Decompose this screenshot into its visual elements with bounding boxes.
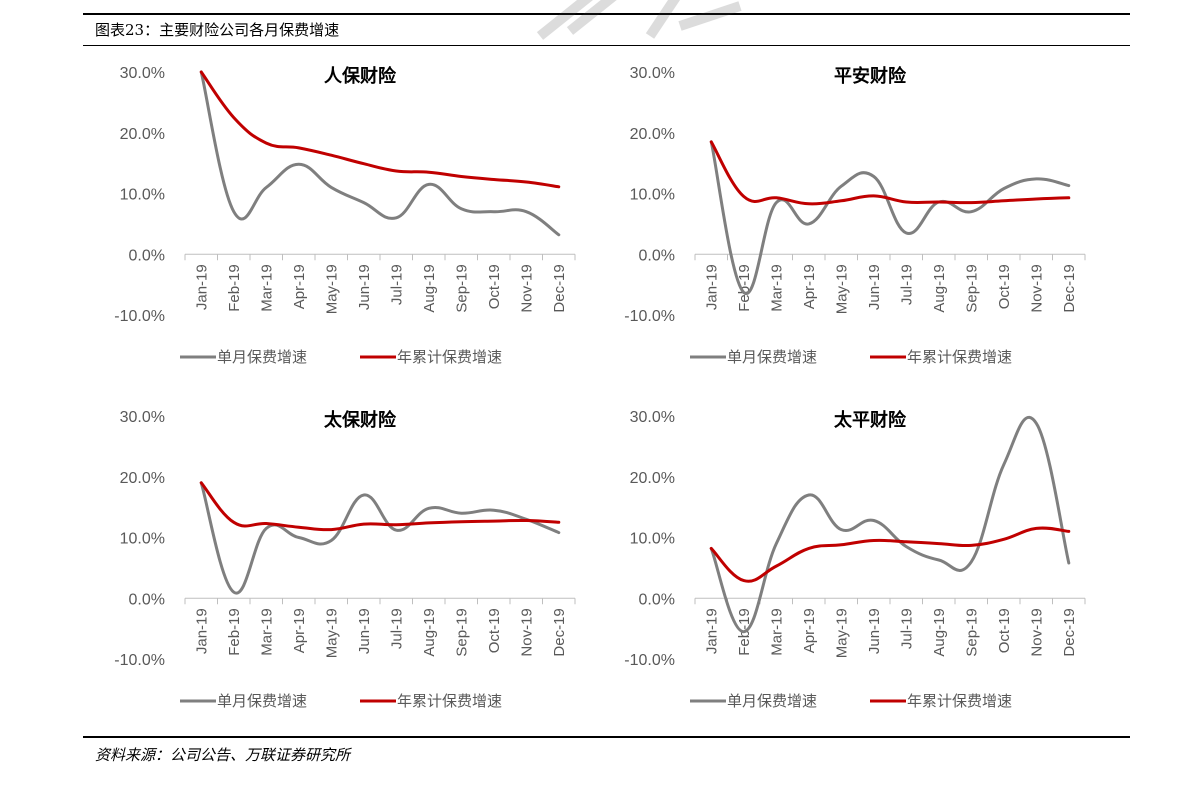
x-tick-label: Feb-19 [736, 264, 753, 312]
x-tick-label: Jan-19 [193, 264, 210, 310]
x-tick-label: Jun-19 [356, 264, 373, 310]
chart-taibao: 太保财险 30.0% 20.0% 10.0% 0.0% -10.0% Jan-19 Feb-1… [114, 409, 576, 710]
x-tick-label: Sep-19 [963, 608, 980, 656]
y-tick-label: 10.0% [120, 531, 165, 548]
x-tick-label: May-19 [833, 264, 850, 314]
x-tick-label: Apr-19 [291, 264, 308, 309]
y-tick-label: -10.0% [624, 652, 675, 669]
y-tick-label: 20.0% [120, 126, 165, 143]
x-tick-label: Jun-19 [356, 608, 373, 654]
legend-label: 单月保费增速 [217, 692, 307, 710]
x-tick-label: Mar-19 [258, 608, 275, 656]
x-tick-label: Jul-19 [388, 264, 405, 305]
x-tick-label: Feb-19 [226, 264, 243, 312]
x-tick-label: Jan-19 [703, 608, 720, 654]
legend-label: 年累计保费增速 [907, 348, 1012, 366]
y-tick-label: 0.0% [639, 247, 675, 264]
x-tick-label: Apr-19 [291, 608, 308, 653]
x-tick-label: Dec-19 [551, 608, 568, 656]
y-tick-label: 20.0% [630, 126, 675, 143]
x-tick-label: Oct-19 [486, 608, 503, 653]
series-line-2 [709, 526, 1071, 583]
x-tick-label: Sep-19 [453, 608, 470, 656]
legend-label: 年累计保费增速 [907, 692, 1012, 710]
y-tick-label: 0.0% [129, 247, 165, 264]
y-tick-label: 10.0% [120, 187, 165, 204]
x-tick-label: Jun-19 [866, 608, 883, 654]
x-tick-label: Jan-19 [193, 608, 210, 654]
x-tick-label: Sep-19 [963, 264, 980, 312]
y-tick-label: 10.0% [630, 531, 675, 548]
legend-label: 单月保费增速 [217, 348, 307, 366]
x-tick-label: May-19 [323, 608, 340, 658]
series-line-1 [709, 140, 1071, 296]
y-tick-label: 0.0% [639, 591, 675, 608]
top-rule [83, 13, 1130, 15]
y-tick-label: -10.0% [114, 652, 165, 669]
x-tick-label: Mar-19 [768, 608, 785, 656]
x-tick-label: Dec-19 [1061, 608, 1078, 656]
x-tick-label: Aug-19 [421, 264, 438, 312]
chart-title: 太保财险 [324, 409, 397, 431]
series-line-1 [199, 481, 561, 595]
series-line-1 [199, 70, 561, 237]
x-tick-label: Oct-19 [996, 608, 1013, 653]
legend-label: 单月保费增速 [727, 348, 817, 366]
series-line-2 [199, 70, 561, 189]
chart-title: 太平财险 [834, 409, 907, 431]
x-tick-label: Nov-19 [1028, 264, 1045, 312]
x-tick-label: Mar-19 [258, 264, 275, 312]
chart-title: 平安财险 [834, 65, 907, 87]
y-tick-label: -10.0% [114, 308, 165, 325]
series-line-2 [709, 140, 1071, 206]
chart-title: 人保财险 [324, 65, 397, 87]
x-tick-label: Aug-19 [931, 608, 948, 656]
y-tick-label: -10.0% [624, 308, 675, 325]
y-tick-label: 30.0% [120, 65, 165, 82]
x-tick-label: Apr-19 [801, 608, 818, 653]
x-tick-label: Nov-19 [518, 608, 535, 656]
x-tick-label: Oct-19 [996, 264, 1013, 309]
x-tick-label: Oct-19 [486, 264, 503, 309]
watermark [536, 0, 742, 40]
legend-label: 年累计保费增速 [397, 348, 502, 366]
y-tick-label: 30.0% [120, 409, 165, 426]
series-line-2 [199, 481, 561, 532]
y-tick-label: 20.0% [630, 470, 675, 487]
y-tick-label: 10.0% [630, 187, 675, 204]
y-tick-label: 30.0% [630, 65, 675, 82]
figure-title: 图表23：主要财险公司各月保费增速 [95, 21, 340, 39]
x-tick-label: Apr-19 [801, 264, 818, 309]
x-tick-label: Jul-19 [898, 264, 915, 305]
y-tick-label: 0.0% [129, 591, 165, 608]
source-note: 资料来源：公司公告、万联证券研究所 [95, 746, 351, 764]
y-tick-label: 20.0% [120, 470, 165, 487]
x-tick-label: Jul-19 [898, 608, 915, 649]
x-tick-label: Sep-19 [453, 264, 470, 312]
chart-pingan: 平安财险 30.0% 20.0% 10.0% 0.0% -10.0% Jan-19 Feb-1… [624, 65, 1086, 366]
x-tick-label: Nov-19 [1028, 608, 1045, 656]
x-tick-label: Feb-19 [226, 608, 243, 656]
x-tick-label: Aug-19 [421, 608, 438, 656]
bottom-rule [83, 736, 1130, 738]
x-tick-label: May-19 [323, 264, 340, 314]
y-tick-label: 30.0% [630, 409, 675, 426]
x-tick-label: Jul-19 [388, 608, 405, 649]
x-tick-label: Jun-19 [866, 264, 883, 310]
title-underline [83, 45, 1130, 46]
x-tick-label: Mar-19 [768, 264, 785, 312]
legend-label: 年累计保费增速 [397, 692, 502, 710]
legend-label: 单月保费增速 [727, 692, 817, 710]
chart-renbao: 人保财险 30.0% 20.0% 10.0% 0.0% -10.0% Jan-19 Feb-1… [114, 65, 576, 366]
x-tick-label: Dec-19 [1061, 264, 1078, 312]
x-tick-label: Jan-19 [703, 264, 720, 310]
x-tick-label: Aug-19 [931, 264, 948, 312]
x-tick-label: Nov-19 [518, 264, 535, 312]
x-tick-label: May-19 [833, 608, 850, 658]
x-tick-label: Dec-19 [551, 264, 568, 312]
